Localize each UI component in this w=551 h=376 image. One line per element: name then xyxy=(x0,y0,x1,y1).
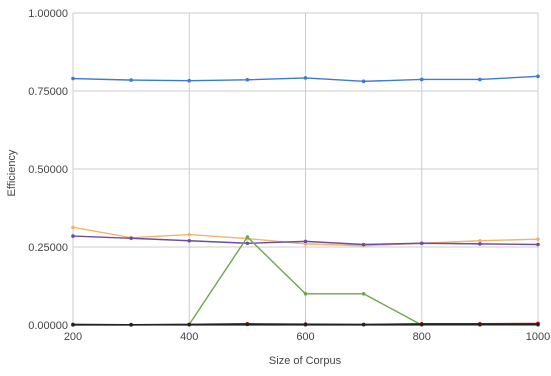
data-point xyxy=(71,77,75,81)
x-tick-label: 600 xyxy=(296,331,314,343)
data-point xyxy=(478,242,482,246)
y-tick-label: 0.00000 xyxy=(28,320,68,332)
x-tick-label: 200 xyxy=(64,331,82,343)
data-point xyxy=(304,240,308,244)
data-point xyxy=(71,323,75,327)
x-tick-labels: 200 400 600 800 1000 xyxy=(64,331,550,343)
x-axis-label: Size of Corpus xyxy=(269,355,342,367)
grid-lines xyxy=(73,13,538,325)
data-point xyxy=(362,80,366,84)
y-tick-labels: 0.00000 0.25000 0.50000 0.75000 1.00000 xyxy=(28,8,68,332)
data-point xyxy=(129,78,133,82)
data-point xyxy=(362,292,366,296)
y-tick-label: 0.50000 xyxy=(28,164,68,176)
data-point xyxy=(71,226,75,230)
y-tick-label: 0.75000 xyxy=(28,86,68,98)
y-tick-label: 0.25000 xyxy=(28,242,68,254)
data-point xyxy=(478,239,482,243)
data-point xyxy=(536,237,540,241)
data-point xyxy=(420,241,424,245)
data-point xyxy=(420,78,424,82)
data-point xyxy=(246,241,250,245)
x-tick-label: 400 xyxy=(180,331,198,343)
data-point xyxy=(362,323,366,327)
data-point xyxy=(536,75,540,79)
data-point xyxy=(129,236,133,240)
data-point xyxy=(478,323,482,327)
x-tick-label: 1000 xyxy=(526,331,550,343)
data-point xyxy=(71,234,75,238)
data-point xyxy=(187,79,191,83)
data-point xyxy=(246,323,250,327)
data-point xyxy=(362,243,366,247)
data-point xyxy=(304,323,308,327)
data-point xyxy=(187,239,191,243)
data-point xyxy=(129,323,133,327)
data-point xyxy=(246,78,250,82)
data-point xyxy=(187,323,191,327)
data-point xyxy=(304,76,308,80)
data-point xyxy=(304,292,308,296)
y-axis-label: Efficiency xyxy=(6,149,18,196)
data-point xyxy=(420,323,424,327)
x-tick-label: 800 xyxy=(413,331,431,343)
data-point xyxy=(536,323,540,327)
data-point xyxy=(536,243,540,247)
data-point xyxy=(246,235,250,239)
data-point xyxy=(187,233,191,237)
data-point xyxy=(478,78,482,82)
y-tick-label: 1.00000 xyxy=(28,8,68,20)
